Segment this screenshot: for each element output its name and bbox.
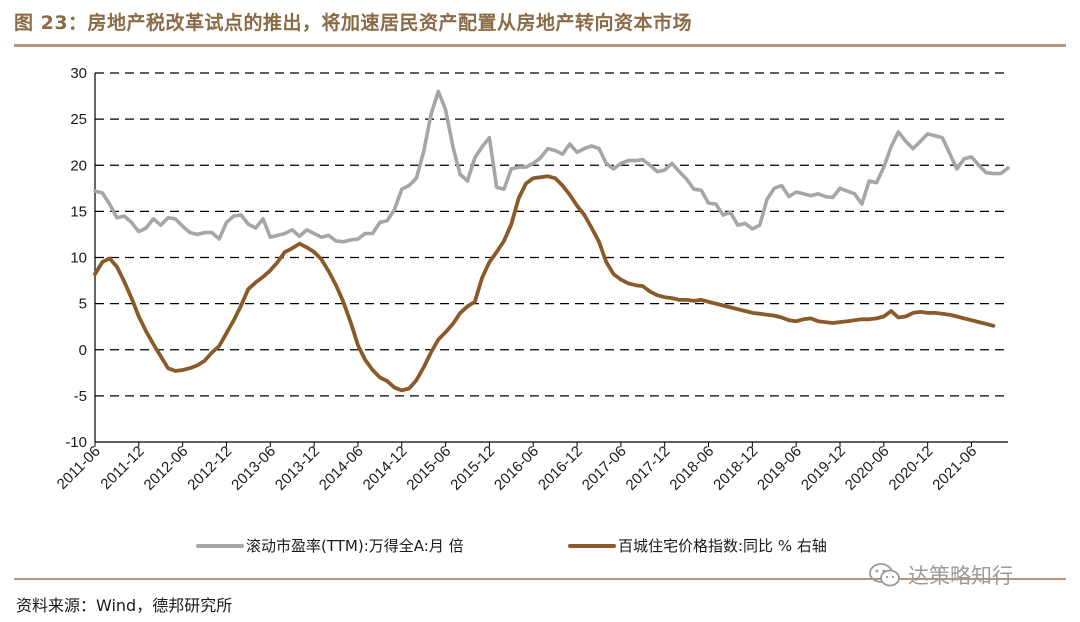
y-tick-label: 10	[70, 250, 87, 267]
x-tick-label: 2011-12	[97, 443, 147, 493]
y-tick-label: -5	[74, 388, 87, 405]
wechat-icon	[869, 563, 900, 587]
x-tick-label: 2018-06	[666, 443, 717, 494]
x-tick-label: 2012-12	[184, 443, 235, 494]
series-line-housing-price-yoy	[93, 174, 996, 393]
y-tick-label: 20	[70, 157, 87, 174]
x-tick-label: 2019-06	[754, 443, 805, 494]
grid-lines	[95, 72, 1008, 397]
series-line-pe-ratio	[93, 89, 1010, 244]
watermark: 达策略知行	[868, 561, 1013, 589]
x-tick-label: 2017-12	[623, 443, 674, 494]
x-tick-label: 2019-12	[798, 443, 849, 494]
x-tick-label: 2015-12	[447, 443, 498, 494]
source-note: 资料来源：Wind，德邦研究所	[16, 596, 233, 615]
legend: 滚动市盈率(TTM):万得全A:月 倍 百城住宅价格指数:同比 % 右轴	[196, 537, 827, 555]
x-tick-label: 2017-06	[579, 443, 630, 494]
footer-divider	[14, 578, 1066, 580]
x-tick-label: 2020-12	[886, 443, 937, 494]
x-tick-label: 2021-06	[929, 443, 980, 494]
x-tick-label: 2015-06	[403, 443, 454, 494]
x-tick-label: 2012-06	[141, 443, 192, 494]
legend-label: 滚动市盈率(TTM):万得全A:月 倍	[246, 537, 464, 555]
axes	[94, 73, 1008, 447]
y-tick-label: 15	[70, 203, 87, 220]
watermark-text: 达策略知行	[908, 564, 1013, 588]
x-tick-label: 2014-12	[360, 443, 411, 494]
x-tick-label: 2013-12	[272, 443, 323, 494]
x-tick-label: 2016-12	[535, 443, 586, 494]
figure-title: 图 23：房地产税改革试点的推出，将加速居民资产配置从房地产转向资本市场	[14, 12, 693, 34]
line-chart: 30 25 20 15 10 5 0 -5 -10 2011-062011-122012-062…	[54, 65, 1010, 555]
x-tick-label: 2018-12	[710, 443, 761, 494]
y-tick-label: -10	[65, 434, 87, 451]
y-tick-labels: 30 25 20 15 10 5 0 -5 -10	[65, 65, 87, 451]
x-tick-labels: 2011-062011-122012-062012-122013-062013-…	[54, 443, 981, 494]
y-tick-label: 25	[70, 111, 87, 128]
y-tick-label: 0	[79, 342, 87, 359]
x-tick-label: 2020-06	[842, 443, 893, 494]
x-tick-label: 2014-06	[316, 443, 367, 494]
x-tick-label: 2013-06	[228, 443, 279, 494]
title-divider	[14, 44, 1066, 47]
series-lines	[93, 89, 1010, 393]
x-tick-label: 2016-06	[491, 443, 542, 494]
legend-label: 百城住宅价格指数:同比 % 右轴	[618, 537, 827, 555]
y-tick-label: 5	[79, 296, 87, 313]
y-tick-label: 30	[70, 65, 87, 82]
